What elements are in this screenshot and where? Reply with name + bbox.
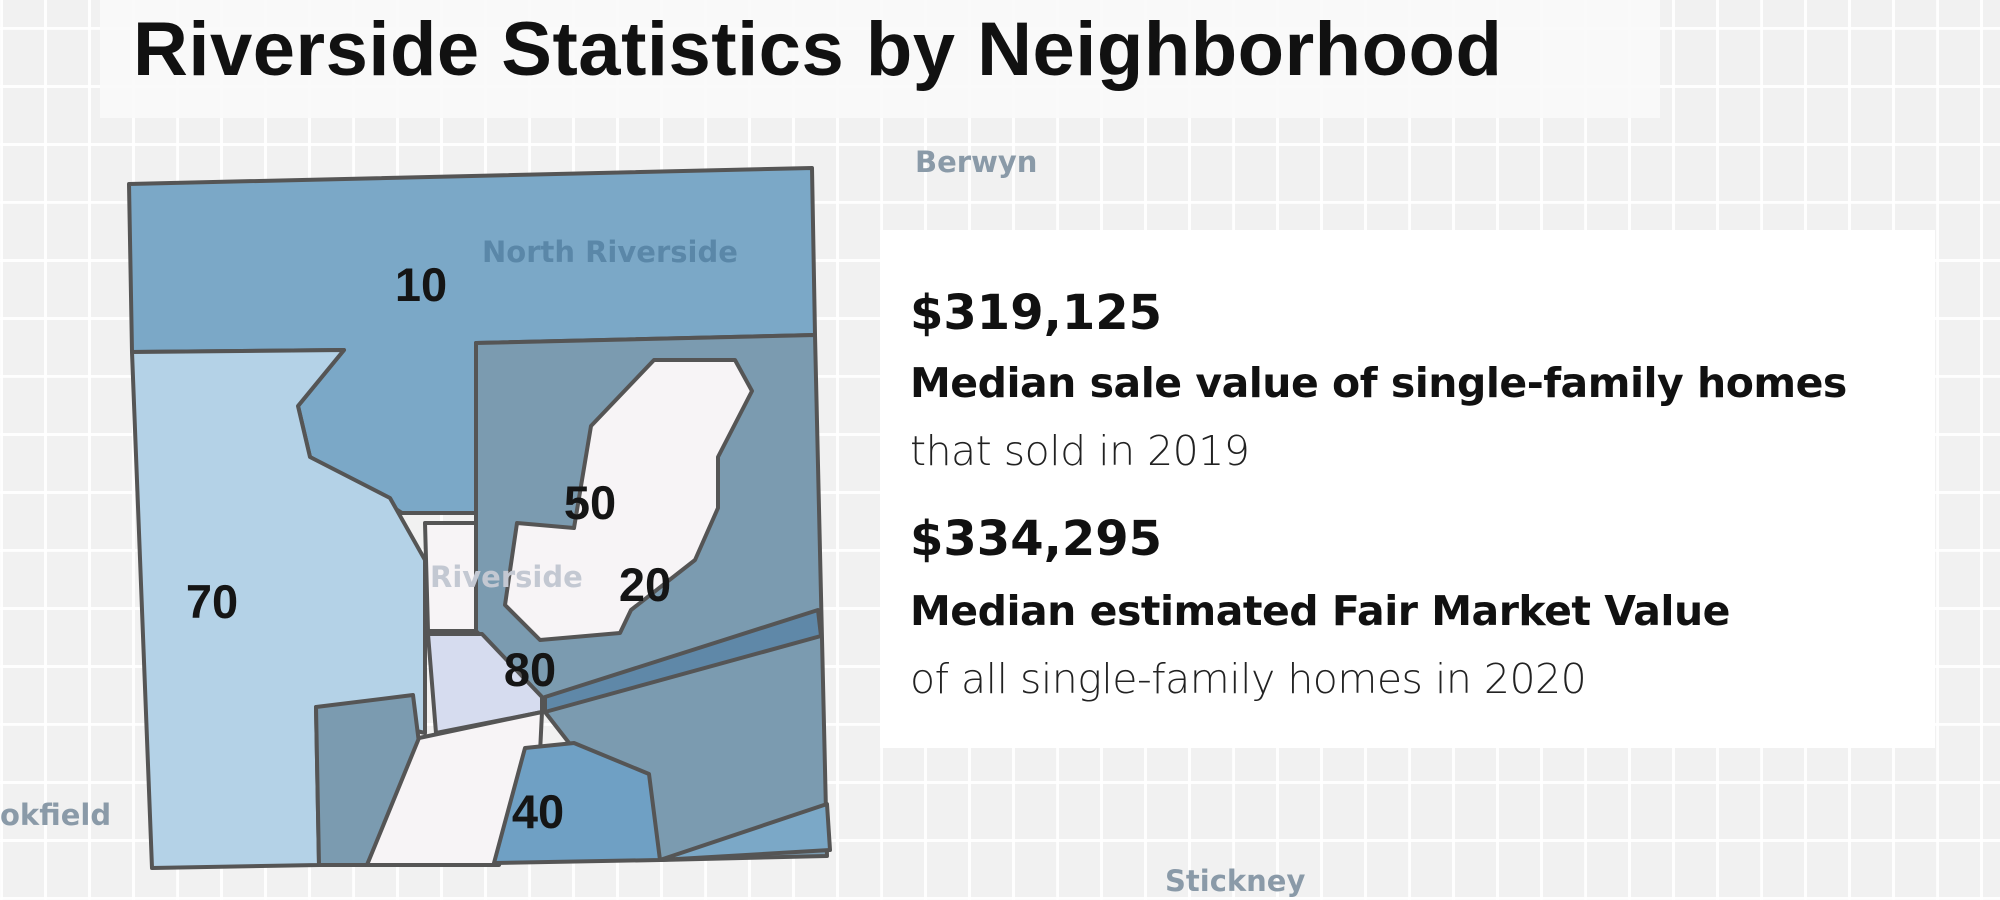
place-label-north-riverside: North Riverside bbox=[482, 235, 738, 269]
stat-label-fmv: Median estimated Fair Market Value bbox=[910, 587, 1730, 635]
stat-value-fmv: $334,295 bbox=[910, 511, 1163, 567]
place-label-riverside: Riverside bbox=[430, 560, 583, 594]
region-bottom-right bbox=[658, 802, 832, 862]
place-label-brookfield: okfield bbox=[0, 798, 112, 832]
page-title: Riverside Statistics by Neighborhood bbox=[133, 7, 1503, 92]
stat-sub-fmv: of all single-family homes in 2020 bbox=[910, 655, 1587, 703]
neighborhood-label-50: 50 bbox=[563, 476, 617, 529]
region-40 bbox=[492, 741, 662, 865]
stats-panel: $319,125 Median sale value of single-fam… bbox=[880, 230, 1935, 748]
neighborhood-label-20: 20 bbox=[618, 558, 672, 611]
region-50-blob bbox=[503, 358, 754, 642]
place-label-stickney: Stickney bbox=[1165, 864, 1306, 898]
stat-value-sale: $319,125 bbox=[910, 285, 1163, 341]
region-small-white bbox=[423, 521, 478, 633]
place-label-berwyn: Berwyn bbox=[915, 145, 1038, 179]
stat-sub-sale: that sold in 2019 bbox=[910, 427, 1250, 475]
neighborhood-label-40: 40 bbox=[511, 785, 565, 838]
stat-label-sale: Median sale value of single-family homes bbox=[910, 359, 1847, 407]
title-band bbox=[100, 0, 1660, 118]
neighborhood-label-80: 80 bbox=[503, 643, 557, 696]
region-80 bbox=[426, 632, 544, 735]
neighborhood-label-70: 70 bbox=[185, 575, 239, 628]
region-stripe bbox=[543, 608, 823, 714]
neighborhood-label-10: 10 bbox=[394, 258, 448, 311]
